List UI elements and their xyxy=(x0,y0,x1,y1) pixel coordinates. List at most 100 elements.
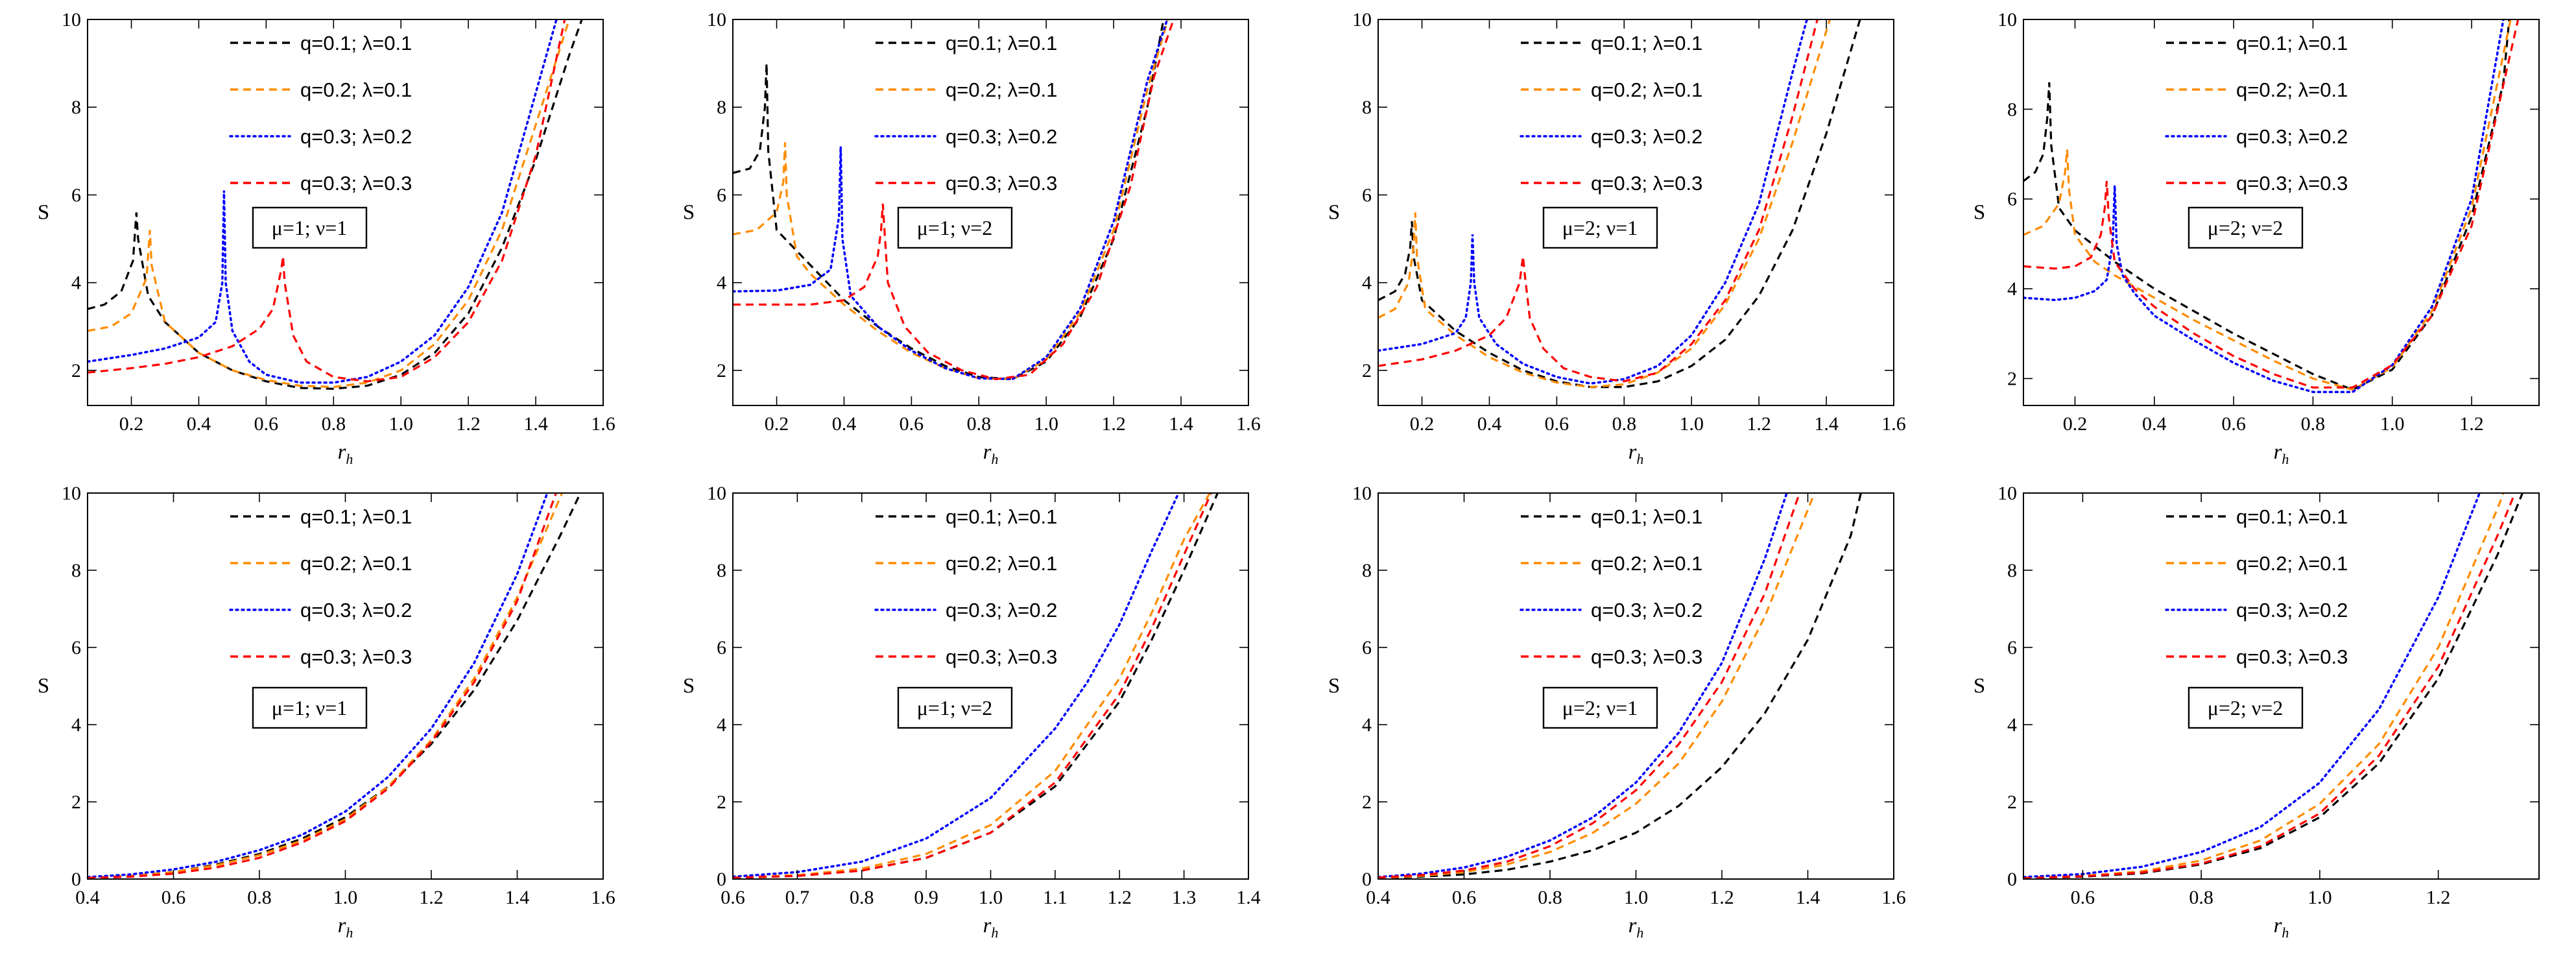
y-tick-label: 6 xyxy=(1362,184,1372,206)
parameter-box: μ=2; ν=1 xyxy=(1542,206,1658,249)
legend-label-1: q=0.1; λ=0.1 xyxy=(1591,505,1702,528)
y-tick-label: 0 xyxy=(717,869,726,890)
legend-label-3: q=0.3; λ=0.2 xyxy=(2236,599,2348,621)
parameter-label: μ=1; ν=2 xyxy=(917,696,993,719)
legend-label-1: q=0.1; λ=0.1 xyxy=(1591,32,1702,54)
parameter-box-frame xyxy=(897,686,1013,729)
parameter-label: μ=1; ν=1 xyxy=(272,216,348,239)
y-tick-label: 8 xyxy=(1362,560,1372,581)
series-line-1 xyxy=(1378,19,1861,389)
plot-frame xyxy=(2023,492,2540,880)
legend-label-4: q=0.3; λ=0.3 xyxy=(300,645,412,668)
series-line-4 xyxy=(733,19,1175,381)
legend-label-2: q=0.2; λ=0.1 xyxy=(2236,552,2348,575)
y-tick-label: 4 xyxy=(2007,714,2017,736)
parameter-box: μ=2; ν=2 xyxy=(2188,206,2304,249)
series-line-4 xyxy=(88,493,558,879)
parameter-label: μ=1; ν=2 xyxy=(917,216,993,239)
y-axis-label: S xyxy=(683,201,695,224)
series-line-2 xyxy=(1378,493,1816,879)
legend-label-1: q=0.1; λ=0.1 xyxy=(946,32,1057,54)
y-tick-label: 2 xyxy=(2007,368,2017,389)
series-line-2 xyxy=(2023,493,2505,879)
x-tick-label: 0.4 xyxy=(832,413,857,435)
parameter-box: μ=2; ν=2 xyxy=(2188,686,2304,729)
x-tick-label: 1.4 xyxy=(1236,887,1261,908)
plot-frame xyxy=(2023,19,2540,406)
y-tick-label: 8 xyxy=(71,560,81,581)
chart-panel-5: 0.4 0.6 0.8 1.0 1.2 1.4 1.6 0 2 4 6 8 10 Srh q=0.1; λ=… xyxy=(38,483,615,941)
series-line-3 xyxy=(2023,493,2481,878)
plot-frame xyxy=(732,492,1249,880)
x-tick-label: 1.6 xyxy=(1236,413,1261,435)
legend: q=0.1; λ=0.1 q=0.2; λ=0.1 q=0.3; λ=0.2 q=0.… xyxy=(229,505,412,668)
y-tick-label: 2 xyxy=(71,360,81,381)
series-line-4 xyxy=(88,19,566,383)
x-tick-label: 1.2 xyxy=(1710,887,1734,908)
parameter-box: μ=1; ν=1 xyxy=(252,206,368,249)
y-tick-label: 0 xyxy=(1362,869,1372,890)
x-tick-label: 1.2 xyxy=(1108,887,1132,908)
legend: q=0.1; λ=0.1 q=0.2; λ=0.1 q=0.3; λ=0.2 q=0.… xyxy=(2165,32,2348,195)
x-tick-label: 0.8 xyxy=(1612,413,1637,435)
series-group xyxy=(2023,493,2524,879)
x-tick-label: 0.6 xyxy=(254,413,279,435)
series-line-4 xyxy=(1378,19,1819,383)
x-axis-label: rh xyxy=(338,914,353,941)
x-tick-label: 0.7 xyxy=(785,887,810,908)
parameter-label: μ=2; ν=2 xyxy=(2208,696,2284,719)
legend: q=0.1; λ=0.1 q=0.2; λ=0.1 q=0.3; λ=0.2 q=0.… xyxy=(874,32,1057,195)
legend-label-2: q=0.2; λ=0.1 xyxy=(1591,552,1702,575)
x-tick-label: 1.0 xyxy=(2308,887,2332,908)
legend-label-2: q=0.2; λ=0.1 xyxy=(300,78,412,101)
x-tick-label: 0.8 xyxy=(2189,887,2213,908)
series-line-1 xyxy=(88,19,583,390)
y-tick-label: 8 xyxy=(717,560,726,581)
x-tick-label: 0.4 xyxy=(187,413,211,435)
x-tick-label: 1.0 xyxy=(2380,413,2405,435)
x-tick-label: 1.2 xyxy=(2426,887,2451,908)
y-axis-label: S xyxy=(1328,201,1340,224)
x-tick-label: 1.2 xyxy=(456,413,481,435)
chart-panel-3: 0.2 0.4 0.6 0.8 1.0 1.2 1.4 1.6 2 4 6 8 10 Srh q=0.1; … xyxy=(1328,9,1906,467)
x-tick-label: 1.0 xyxy=(1679,413,1704,435)
y-tick-label: 8 xyxy=(717,97,726,118)
parameter-box-frame xyxy=(1542,686,1658,729)
legend-label-1: q=0.1; λ=0.1 xyxy=(946,505,1057,528)
y-tick-label: 4 xyxy=(1362,272,1372,294)
y-tick-label: 10 xyxy=(1352,483,1372,504)
legend-label-4: q=0.3; λ=0.3 xyxy=(300,172,412,195)
chart-panel-8: 0.6 0.8 1.0 1.2 0 2 4 6 8 10 Srh q=0.1; λ=0.1 q=0.2;… xyxy=(1974,483,2540,941)
y-tick-label: 8 xyxy=(1362,97,1372,118)
x-tick-label: 0.4 xyxy=(1366,887,1390,908)
legend: q=0.1; λ=0.1 q=0.2; λ=0.1 q=0.3; λ=0.2 q=0.… xyxy=(2165,505,2348,668)
y-tick-label: 2 xyxy=(1362,791,1372,813)
legend: q=0.1; λ=0.1 q=0.2; λ=0.1 q=0.3; λ=0.2 q=0.… xyxy=(229,32,412,195)
y-tick-label: 10 xyxy=(707,9,726,30)
y-tick-label: 10 xyxy=(62,483,81,504)
parameter-box-frame xyxy=(252,686,368,729)
legend-label-3: q=0.3; λ=0.2 xyxy=(300,599,412,621)
y-tick-label: 4 xyxy=(71,714,81,736)
series-line-3 xyxy=(733,493,1180,878)
y-tick-label: 6 xyxy=(717,184,726,206)
legend-label-1: q=0.1; λ=0.1 xyxy=(300,32,412,54)
series-line-1 xyxy=(2023,493,2524,879)
legend-label-4: q=0.3; λ=0.3 xyxy=(946,172,1057,195)
parameter-box: μ=1; ν=2 xyxy=(897,206,1013,249)
series-group xyxy=(733,493,1219,879)
series-line-1 xyxy=(2023,19,2510,391)
parameter-box-frame xyxy=(2188,206,2304,249)
y-tick-label: 4 xyxy=(717,714,726,736)
parameter-label: μ=2; ν=1 xyxy=(1562,696,1638,719)
parameter-box: μ=1; ν=1 xyxy=(252,686,368,729)
y-tick-label: 4 xyxy=(717,272,726,294)
x-tick-label: 0.4 xyxy=(2142,413,2167,435)
x-tick-label: 0.8 xyxy=(967,413,992,435)
series-line-4 xyxy=(733,493,1213,879)
y-axis-label: S xyxy=(38,675,49,698)
legend-label-2: q=0.2; λ=0.1 xyxy=(946,78,1057,101)
x-axis-label: rh xyxy=(1628,914,1644,941)
x-tick-label: 0.8 xyxy=(247,887,272,908)
